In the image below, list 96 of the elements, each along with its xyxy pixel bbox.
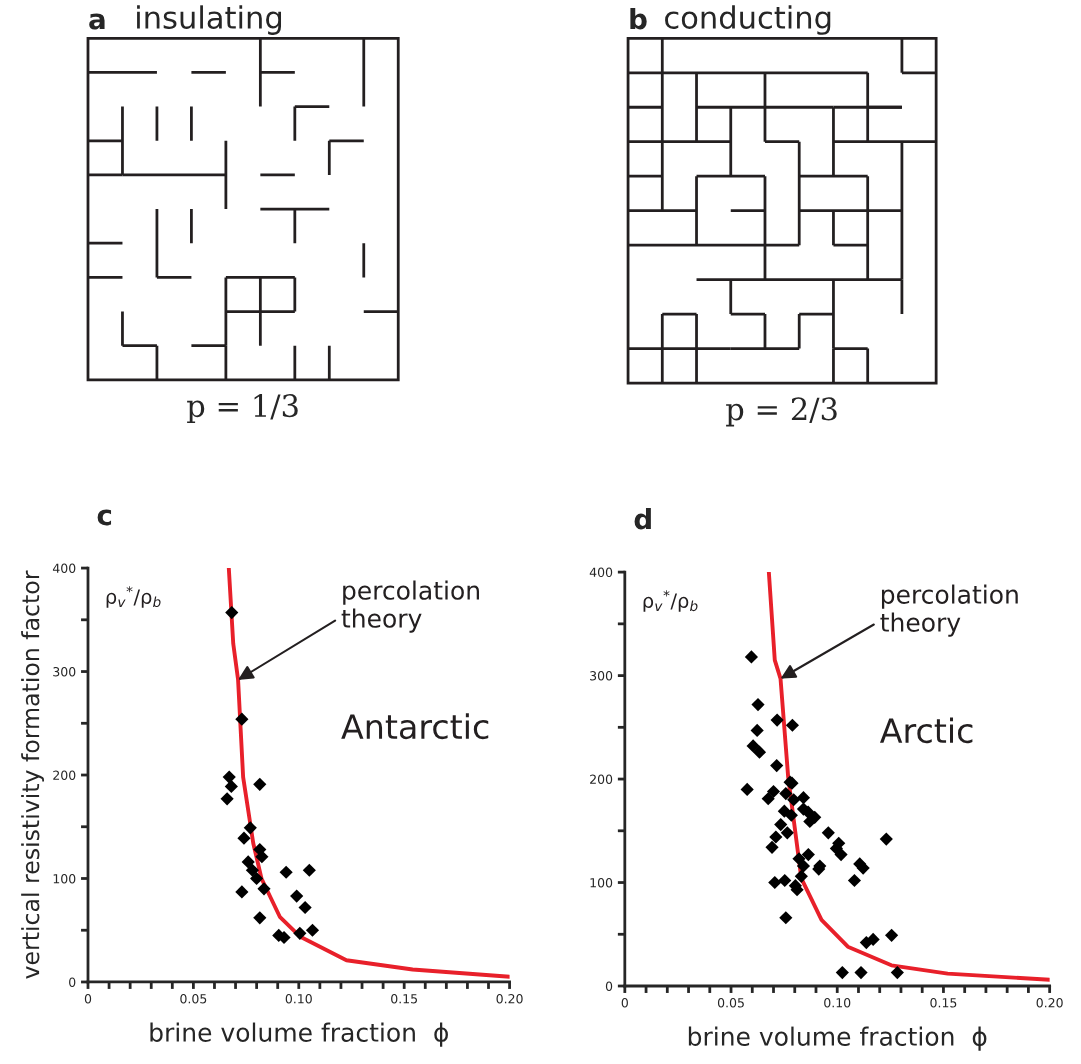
text: b [630, 7, 647, 30]
point [777, 804, 791, 818]
point [744, 650, 759, 664]
point [750, 723, 764, 738]
y-tick-label: 200 [590, 774, 613, 784]
point [250, 871, 264, 886]
point [243, 821, 257, 835]
y-tick-label: 100 [590, 878, 613, 888]
point [768, 875, 782, 890]
point [225, 605, 239, 620]
text: a [89, 13, 105, 30]
annotation: ρ$_{v}$$^{*}$/ρ$_{b}$ [643, 590, 698, 612]
point [290, 889, 304, 903]
x-tick-label: 0.05 [717, 998, 744, 1008]
point [774, 818, 788, 832]
x-tick-label: 0.15 [930, 998, 957, 1008]
point [305, 923, 320, 937]
point [298, 900, 312, 915]
point [847, 873, 862, 888]
point [779, 911, 793, 925]
point [769, 830, 783, 844]
annotation: Arctic [879, 717, 973, 744]
point [794, 869, 808, 883]
point [253, 777, 267, 791]
point [255, 850, 269, 864]
annotation: Antarctic [341, 713, 489, 740]
point [859, 935, 873, 950]
annotation: percolation theory [341, 580, 479, 633]
point [293, 926, 307, 940]
point [765, 840, 779, 854]
point [751, 697, 765, 712]
point [796, 859, 811, 873]
text: p = 1/3 [187, 394, 298, 424]
text: p = 2/3 [726, 397, 837, 427]
text: c [97, 509, 112, 526]
y-tick-label: 300 [590, 671, 613, 681]
text: d [634, 507, 651, 530]
point [235, 885, 249, 899]
point [885, 928, 899, 942]
point [279, 865, 293, 879]
point [778, 873, 792, 888]
point [780, 826, 794, 840]
point [237, 831, 251, 845]
y-tick-label: 200 [53, 770, 76, 780]
point [241, 855, 255, 869]
y-tick-label: 300 [53, 667, 76, 677]
line-series [226, 568, 510, 979]
point [253, 911, 267, 925]
point [854, 965, 868, 980]
text: insulating [137, 5, 282, 35]
text: conducting [665, 5, 831, 35]
point [257, 882, 271, 896]
point [235, 712, 249, 726]
x-tick-label: 0 [84, 993, 92, 1004]
point [752, 745, 767, 759]
point [770, 713, 784, 727]
point [224, 779, 238, 793]
point [801, 848, 815, 862]
point [784, 808, 798, 822]
point [787, 793, 801, 807]
annotation: ρ$_{v}$$^{*}$/ρ$_{b}$ [106, 586, 161, 608]
point [834, 848, 848, 862]
point [856, 861, 870, 875]
x-tick-label: 0.20 [1036, 998, 1063, 1008]
x-tick-label: 0.05 [180, 993, 207, 1004]
point [779, 786, 793, 801]
point [766, 784, 781, 799]
x-tick-label: 0.10 [824, 998, 851, 1008]
y-tick-label: 400 [589, 567, 613, 578]
x-tick-label: 0.15 [391, 993, 418, 1004]
point [302, 863, 316, 877]
point [245, 863, 259, 877]
point [740, 782, 754, 796]
y-tick-label: 400 [52, 563, 76, 573]
y-tick-label: 0 [69, 977, 76, 987]
annotation: percolation theory [880, 584, 1018, 637]
point [220, 792, 234, 806]
point [222, 770, 236, 784]
x-axis-title: brine volume fraction ϕ [150, 1022, 448, 1047]
y-tick-label: 0 [605, 981, 613, 991]
point [770, 759, 784, 773]
x-tick-label: 0.10 [285, 993, 312, 1004]
point [796, 791, 811, 805]
x-tick-label: 0 [621, 998, 628, 1008]
point [746, 739, 760, 753]
x-axis-title: brine volume fraction ϕ [688, 1026, 987, 1051]
line-series [766, 572, 1050, 982]
point [835, 965, 849, 980]
point [821, 826, 835, 840]
y-tick-label: 100 [53, 873, 76, 884]
point [890, 965, 904, 980]
x-tick-label: 0.20 [496, 993, 523, 1004]
y-axis-title: vertical resistivity formation factor [21, 570, 44, 979]
point [879, 832, 893, 846]
point [785, 718, 799, 732]
point [761, 792, 775, 806]
